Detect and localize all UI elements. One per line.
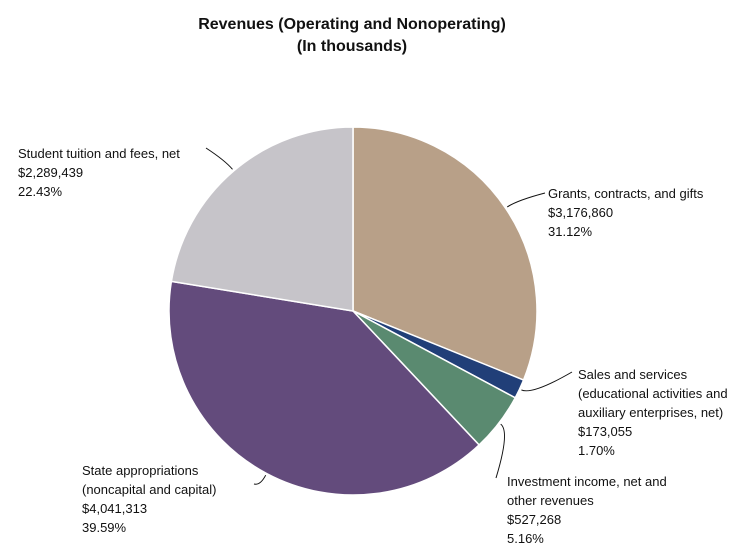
chart-title: Revenues (Operating and Nonoperating) (198, 16, 506, 33)
label-tuition-percent: 22.43% (18, 184, 63, 199)
chart-subtitle: (In thousands) (296, 38, 408, 55)
label-investment-name-1: Investment income, net and (507, 474, 667, 489)
label-tuition-name: Student tuition and fees, net (18, 146, 180, 161)
leader-line-tuition (205, 147, 233, 170)
leader-line-investment (495, 423, 505, 479)
pie-slice-tuition (170, 126, 354, 312)
leader-line-grants (506, 192, 546, 208)
leader-line-state (253, 474, 267, 485)
chart-title-block: Revenues (Operating and Nonoperating) (I… (0, 14, 704, 58)
label-investment-value: $527,268 (507, 512, 562, 527)
label-grants: Grants, contracts, and gifts $3,176,860 … (548, 184, 703, 241)
label-state-value: $4,041,313 (82, 501, 148, 516)
label-sales-percent: 1.70% (578, 443, 615, 458)
pie-slice-grants (352, 126, 538, 381)
leader-line-sales (521, 371, 573, 392)
label-grants-percent: 31.12% (548, 224, 593, 239)
label-tuition-value: $2,289,439 (18, 165, 84, 180)
label-sales: Sales and services (educational activiti… (578, 365, 728, 460)
label-state: State appropriations (noncapital and cap… (82, 461, 216, 537)
label-state-percent: 39.59% (82, 520, 127, 535)
label-investment-percent: 5.16% (507, 531, 544, 546)
label-sales-name-2: (educational activities and (578, 386, 728, 401)
label-grants-value: $3,176,860 (548, 205, 614, 220)
label-state-name-2: (noncapital and capital) (82, 482, 217, 497)
label-sales-name-3: auxiliary enterprises, net) (578, 405, 724, 420)
label-tuition: Student tuition and fees, net $2,289,439… (18, 144, 180, 201)
label-sales-value: $173,055 (578, 424, 633, 439)
label-investment-name-2: other revenues (507, 493, 594, 508)
label-state-name-1: State appropriations (82, 463, 199, 478)
label-investment: Investment income, net and other revenue… (507, 472, 667, 548)
label-sales-name-1: Sales and services (578, 367, 688, 382)
pie-slice-state (168, 280, 481, 496)
label-grants-name: Grants, contracts, and gifts (548, 186, 704, 201)
